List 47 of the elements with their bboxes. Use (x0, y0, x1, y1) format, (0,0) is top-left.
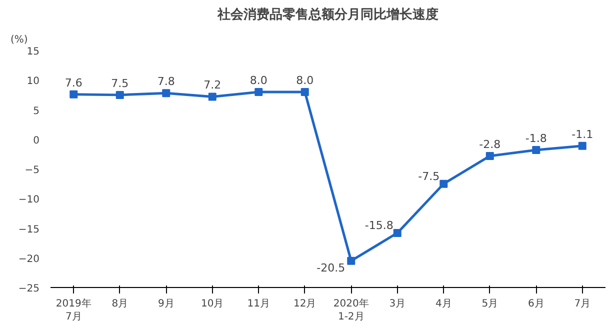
point (254, 88, 263, 96)
data-label: -1.8 (525, 132, 547, 146)
y-tick-label: −5 (24, 165, 40, 176)
chart-title: 社会消费品零售总额分月同比增长速度 (216, 6, 438, 22)
x-tick-label: 8月 (112, 298, 128, 310)
y-tick-label: −25 (18, 284, 40, 294)
point (300, 88, 309, 96)
x-tick-label: 3月 (389, 298, 406, 310)
x-tick-label: 11月 (247, 298, 270, 310)
y-tick-label: −15 (18, 224, 40, 236)
point (347, 256, 356, 265)
y-tick-label: 5 (33, 106, 40, 117)
x-tick-label: 6月 (528, 298, 544, 310)
data-label: 8.0 (250, 74, 268, 87)
y-axis-title: (%) (10, 34, 28, 46)
y-tick-label: 10 (26, 76, 40, 88)
x-tick-label: 10月 (201, 298, 224, 310)
data-label: 7.2 (204, 78, 222, 92)
y-tick-label: 0 (33, 135, 40, 146)
point (208, 92, 216, 101)
point (532, 146, 540, 154)
point (162, 89, 170, 98)
y-tick-label: −10 (18, 194, 40, 206)
y-tick-label: −20 (18, 254, 40, 265)
x-tick-label: 2020年 1-2月 (333, 298, 369, 323)
data-label: 7.6 (64, 76, 82, 90)
data-label: -7.5 (418, 170, 440, 183)
data-label: -20.5 (316, 261, 346, 274)
data-label: -15.8 (364, 218, 394, 232)
data-label: 7.5 (111, 76, 129, 90)
data-label: 8.0 (296, 74, 314, 87)
x-tick-label: 5月 (482, 298, 498, 310)
data-label: -1.1 (572, 128, 594, 141)
point (116, 90, 124, 99)
x-tick-label: 7月 (574, 298, 591, 310)
x-tick-label: 4月 (435, 298, 452, 310)
point (578, 142, 586, 150)
data-label: 7.8 (157, 75, 175, 88)
point (440, 180, 448, 188)
x-tick-label: 9月 (158, 298, 174, 310)
point (70, 90, 78, 98)
point (393, 228, 402, 237)
x-tick-label: 2019年 7月 (56, 298, 92, 323)
data-label: -2.8 (479, 138, 501, 151)
y-tick-label: 15 (26, 46, 40, 58)
point (486, 152, 494, 160)
x-tick-label: 12月 (294, 298, 316, 310)
